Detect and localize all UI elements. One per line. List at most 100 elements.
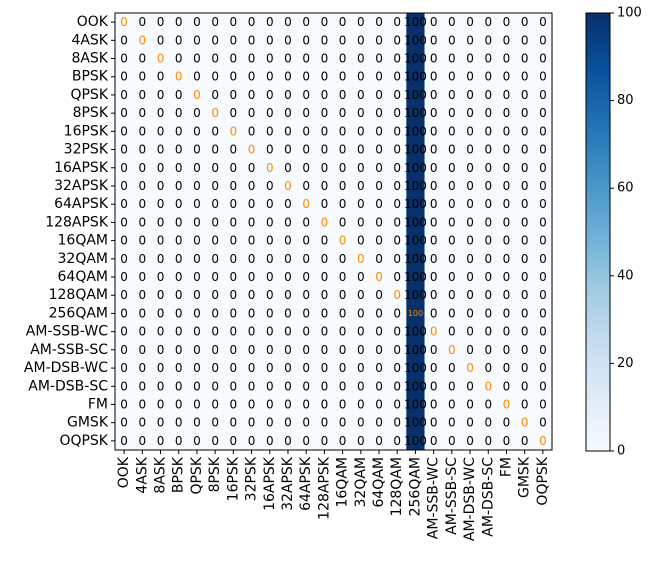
heatmap-cell [424, 377, 444, 396]
cell-value-label: 0 [230, 434, 238, 448]
heatmap-cell [424, 267, 444, 287]
heatmap-cell [406, 67, 425, 87]
cell-value-label: 0 [466, 70, 474, 84]
cell-value-label: 0 [484, 379, 492, 393]
heatmap-cell [169, 340, 189, 360]
cell-value-label: 0 [175, 252, 183, 266]
cell-value-label: 0 [193, 306, 201, 320]
cell-value-label: 0 [357, 161, 365, 175]
cell-value-label: 0 [321, 288, 329, 302]
heatmap-cell [533, 31, 553, 50]
cell-value-label: 0 [393, 306, 401, 320]
cell-value-label: 0 [230, 52, 238, 66]
heatmap-cell [406, 49, 425, 68]
cell-value-label: 0 [393, 70, 401, 84]
cell-value-label: 100 [404, 379, 427, 393]
heatmap-cell [133, 158, 152, 178]
cell-value-label: 0 [284, 33, 292, 47]
heatmap-cell [406, 358, 425, 378]
heatmap-cell [406, 176, 425, 196]
cell-value-label: 0 [339, 15, 347, 29]
heatmap-cell [187, 122, 207, 141]
heatmap-cell [333, 231, 353, 251]
heatmap-cell [442, 67, 462, 87]
heatmap-cell [406, 431, 425, 451]
heatmap-cell [224, 213, 243, 232]
cell-value-label: 0 [157, 252, 165, 266]
y-tick-label: OQPSK [59, 433, 108, 449]
cell-value-label: 0 [539, 288, 547, 302]
heatmap-cell [242, 377, 261, 396]
cell-value-label: 0 [266, 15, 274, 29]
cell-value-label: 0 [230, 215, 238, 229]
cell-value-label: 0 [393, 325, 401, 339]
cell-value-label: 0 [284, 434, 292, 448]
cell-value-label: 0 [248, 416, 256, 430]
cell-value-label: 0 [503, 143, 511, 157]
cell-value-label: 0 [321, 361, 329, 375]
heatmap-cell [497, 322, 516, 342]
x-tick-label: 8ASK [153, 456, 169, 493]
cell-value-label: 0 [248, 88, 256, 102]
cell-value-label: 0 [321, 434, 329, 448]
heatmap-cell [206, 322, 225, 342]
heatmap-cell [515, 395, 535, 414]
cell-value-label: 0 [430, 416, 438, 430]
heatmap-cell [297, 104, 316, 123]
cell-value-label: 0 [266, 343, 274, 357]
heatmap-cell [187, 377, 207, 396]
cell-value-label: 0 [339, 325, 347, 339]
heatmap-cell [351, 377, 371, 396]
cell-value-label: 0 [321, 197, 329, 211]
cell-value-label: 0 [539, 106, 547, 120]
cell-value-label: 0 [230, 397, 238, 411]
heatmap-cell [242, 158, 261, 178]
heatmap-cell [206, 358, 225, 378]
heatmap-cell [369, 340, 389, 360]
heatmap-cell [278, 49, 298, 68]
cell-value-label: 100 [404, 288, 427, 302]
heatmap-cell [333, 176, 353, 196]
heatmap-cell [224, 49, 243, 68]
heatmap-cell [224, 176, 243, 196]
heatmap-cell [297, 231, 316, 251]
cell-value-label: 0 [375, 361, 383, 375]
heatmap-cell [260, 176, 280, 196]
heatmap-cell [533, 304, 553, 323]
cell-value-label: 0 [284, 161, 292, 175]
cell-value-label: 0 [484, 361, 492, 375]
cell-value-label: 0 [339, 161, 347, 175]
heatmap-cell [369, 267, 389, 287]
cell-value-label: 0 [393, 179, 401, 193]
cell-value-label: 0 [375, 33, 383, 47]
cell-value-label: 0 [357, 343, 365, 357]
heatmap-cell [206, 213, 225, 232]
cell-value-label: 0 [375, 161, 383, 175]
cell-value-label: 0 [466, 179, 474, 193]
heatmap-cell [351, 140, 371, 159]
heatmap-cell [133, 49, 152, 68]
cell-value-label: 0 [120, 88, 128, 102]
cell-value-label: 0 [138, 33, 146, 47]
cell-value-label: 0 [466, 143, 474, 157]
heatmap-cell [151, 267, 170, 287]
heatmap-cell [424, 49, 444, 68]
cell-value-label: 0 [248, 234, 256, 248]
heatmap-cell [224, 395, 243, 414]
cell-value-label: 0 [266, 379, 274, 393]
heatmap-cell [497, 49, 516, 68]
cell-value-label: 0 [157, 52, 165, 66]
cell-value-label: 0 [375, 15, 383, 29]
cell-value-label: 0 [266, 143, 274, 157]
heatmap-cell-labels: 0 0 0 0 0 0 0 0 0 0 0 0 0 0 0 0 100 0 0 0 0 0 0 00 0 0 0 0 0 0 0 0 0 0 0 0 0… [120, 15, 546, 448]
heatmap-cell [442, 231, 462, 251]
cell-value-label: 0 [266, 252, 274, 266]
heatmap-cell [169, 31, 189, 50]
heatmap-cell [369, 431, 389, 451]
x-axis: OOK 4ASK 8ASK BPSK QPSK 8PSK 16PSK 32PSK 16APSK 3… [116, 450, 551, 541]
cell-value-label: 0 [175, 88, 183, 102]
heatmap-cell [297, 31, 316, 50]
cell-value-label: 0 [539, 361, 547, 375]
heatmap-cell [333, 304, 353, 323]
cell-value-label: 0 [157, 379, 165, 393]
